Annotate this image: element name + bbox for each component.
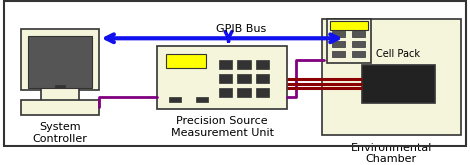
Bar — [55, 85, 65, 88]
Bar — [219, 74, 232, 83]
Bar — [362, 65, 435, 103]
Text: System
Controller: System Controller — [32, 122, 87, 144]
Bar — [256, 88, 269, 97]
Bar — [157, 46, 287, 109]
Bar — [256, 74, 269, 83]
Bar — [332, 41, 345, 47]
Text: Cell Pack: Cell Pack — [376, 49, 420, 59]
Text: Environmental
Chamber: Environmental Chamber — [351, 143, 432, 164]
Bar — [332, 31, 345, 37]
Bar — [237, 60, 251, 69]
Bar — [169, 97, 181, 102]
Bar — [330, 21, 368, 30]
Bar — [332, 51, 345, 57]
Bar — [40, 88, 79, 102]
Text: Precision Source
Measurement Unit: Precision Source Measurement Unit — [171, 116, 274, 138]
Bar — [352, 51, 365, 57]
Bar — [352, 41, 365, 47]
Bar — [21, 100, 99, 115]
Bar — [237, 74, 251, 83]
Bar — [196, 97, 208, 102]
Bar — [219, 60, 232, 69]
Bar — [256, 60, 269, 69]
Bar — [28, 36, 92, 88]
Text: GPIB Bus: GPIB Bus — [216, 24, 266, 34]
Bar — [237, 88, 251, 97]
Bar — [166, 54, 206, 68]
Bar — [21, 29, 99, 90]
Bar — [352, 31, 365, 37]
Bar — [327, 19, 371, 63]
Bar — [219, 88, 232, 97]
Bar — [322, 19, 461, 135]
